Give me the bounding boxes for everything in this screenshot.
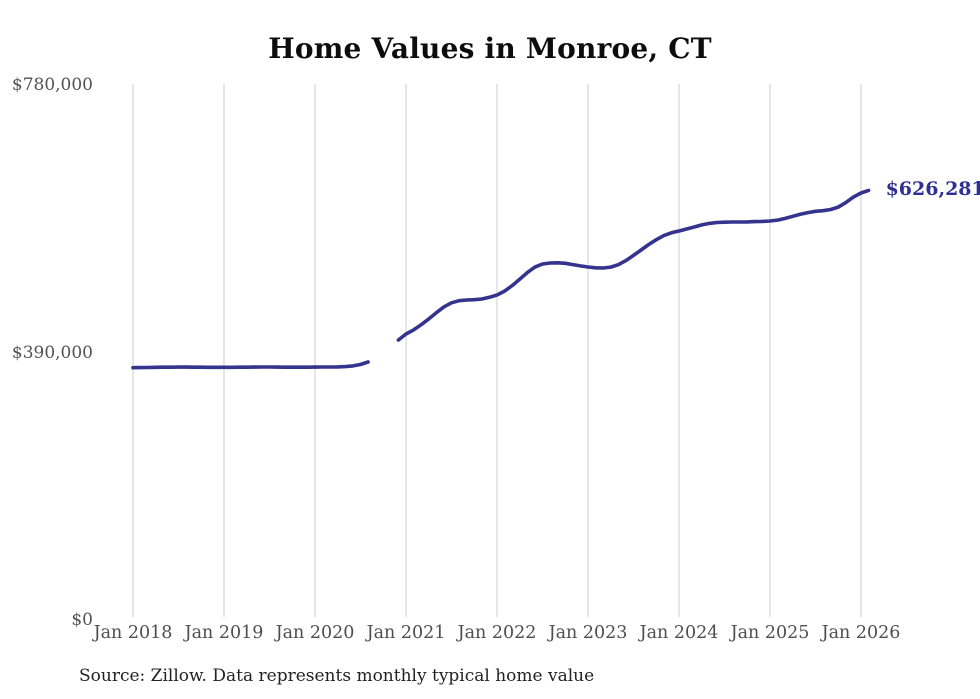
x-axis-tick-label: Jan 2022 (457, 623, 537, 643)
x-axis-tick-label: Jan 2024 (639, 623, 719, 643)
x-axis-tick-label: Jan 2023 (548, 623, 628, 643)
x-axis-tick-label: Jan 2025 (730, 623, 810, 643)
x-axis-tick-label: Jan 2018 (93, 623, 173, 643)
source-note: Source: Zillow. Data represents monthly … (79, 666, 595, 686)
y-axis-tick-label: $780,000 (11, 75, 93, 95)
y-axis-tick-label: $0 (71, 610, 93, 630)
x-axis-tick-label: Jan 2019 (184, 623, 264, 643)
latest-value-label: $626,281 (885, 178, 980, 201)
home-value-line (131, 360, 370, 370)
chart-title: Home Values in Monroe, CT (268, 32, 712, 65)
x-axis-tick-label: Jan 2021 (366, 623, 446, 643)
x-axis-tick-label: Jan 2026 (821, 623, 901, 643)
y-axis-tick-label: $390,000 (11, 342, 93, 363)
home-value-line (396, 188, 871, 342)
x-axis-tick-label: Jan 2020 (275, 623, 355, 643)
